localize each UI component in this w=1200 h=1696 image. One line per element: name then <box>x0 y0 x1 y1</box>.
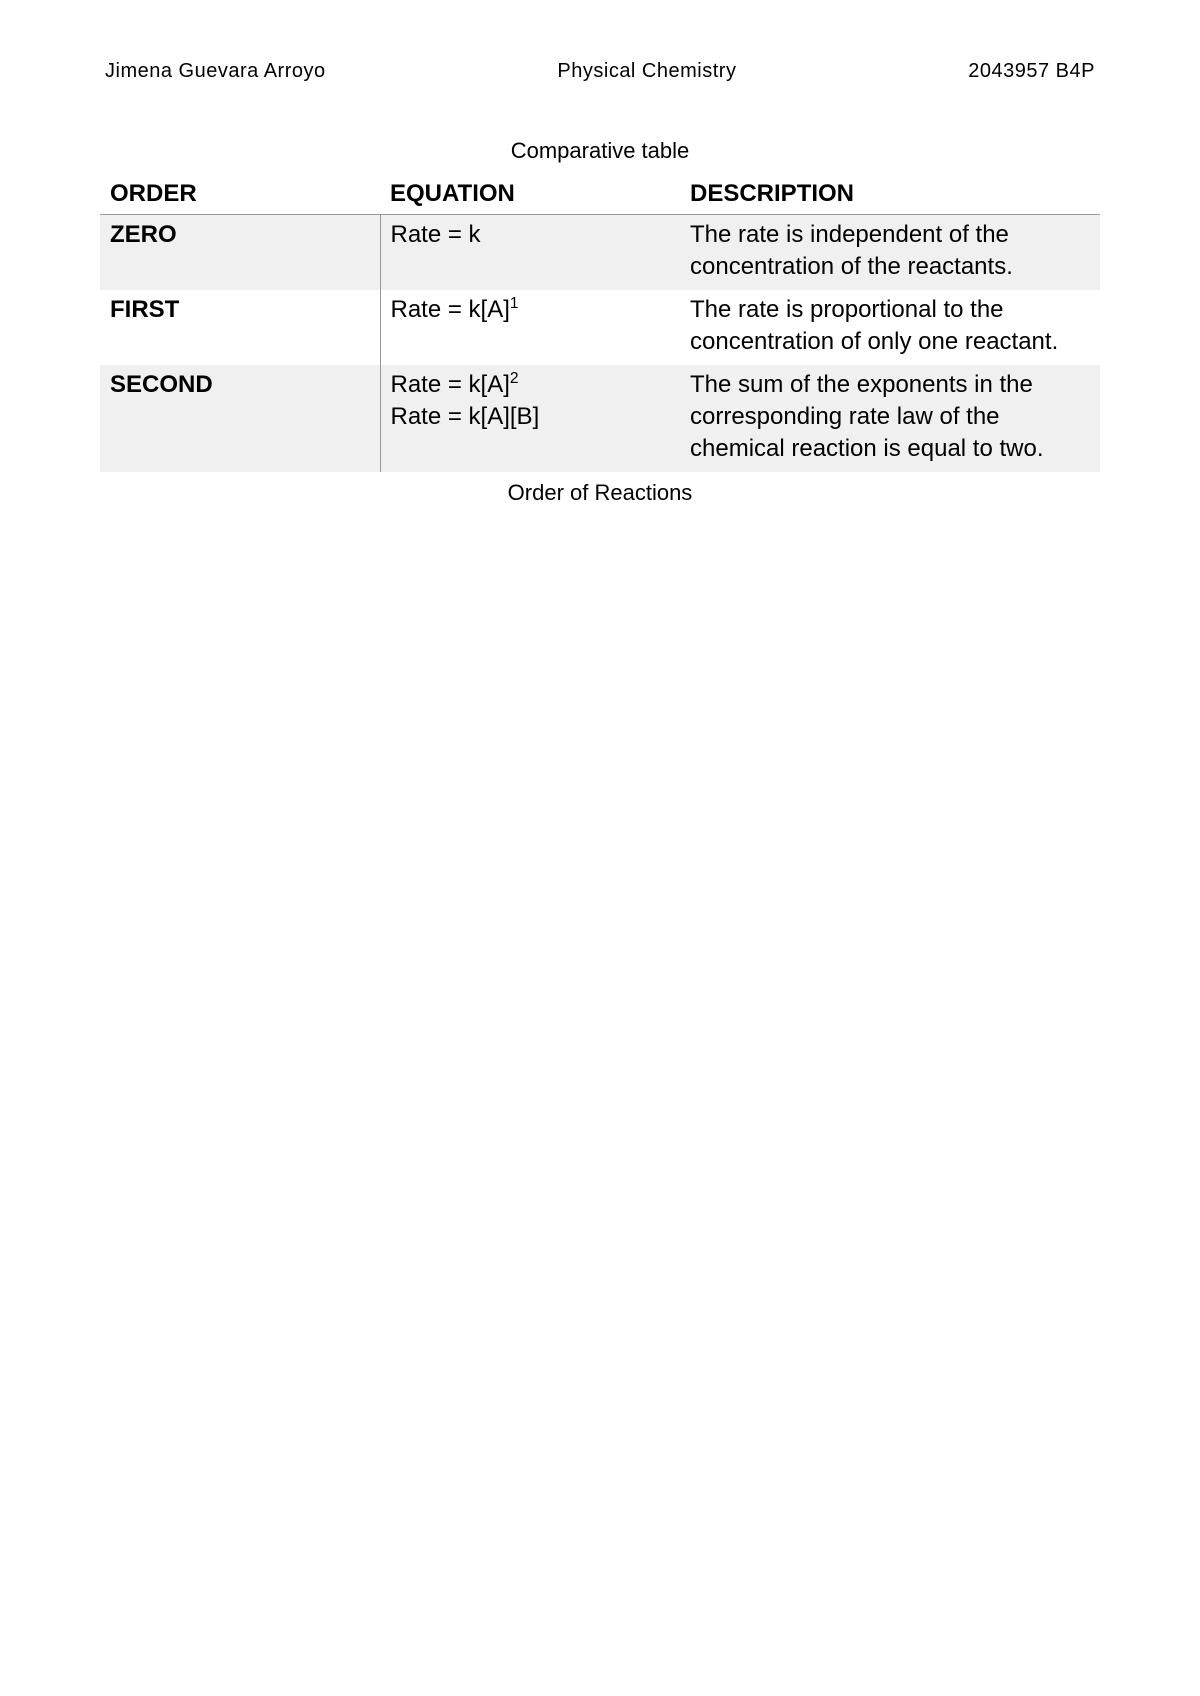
cell-order: ZERO <box>100 215 380 290</box>
course-name: Physical Chemistry <box>557 60 736 83</box>
table-header-row: ORDER EQUATION DESCRIPTION <box>100 176 1100 215</box>
table-row: SECONDRate = k[A]2Rate = k[A][B]The sum … <box>100 365 1100 472</box>
student-name: Jimena Guevara Arroyo <box>105 60 326 83</box>
cell-description: The rate is independent of the concentra… <box>680 215 1100 290</box>
student-id: 2043957 B4P <box>968 60 1095 83</box>
table-caption: Order of Reactions <box>100 480 1100 506</box>
table-title: Comparative table <box>100 138 1100 164</box>
cell-order: SECOND <box>100 365 380 472</box>
comparative-table: ORDER EQUATION DESCRIPTION ZERORate = kT… <box>100 176 1100 472</box>
cell-description: The rate is proportional to the concentr… <box>680 290 1100 365</box>
table-body: ZERORate = kThe rate is independent of t… <box>100 215 1100 472</box>
col-header-equation: EQUATION <box>380 176 680 215</box>
table-row: ZERORate = kThe rate is independent of t… <box>100 215 1100 290</box>
cell-equation: Rate = k[A]1 <box>380 290 680 365</box>
page-header: Jimena Guevara Arroyo Physical Chemistry… <box>100 60 1100 83</box>
col-header-order: ORDER <box>100 176 380 215</box>
cell-description: The sum of the exponents in the correspo… <box>680 365 1100 472</box>
table-row: FIRSTRate = k[A]1The rate is proportiona… <box>100 290 1100 365</box>
cell-order: FIRST <box>100 290 380 365</box>
cell-equation: Rate = k[A]2Rate = k[A][B] <box>380 365 680 472</box>
col-header-description: DESCRIPTION <box>680 176 1100 215</box>
cell-equation: Rate = k <box>380 215 680 290</box>
